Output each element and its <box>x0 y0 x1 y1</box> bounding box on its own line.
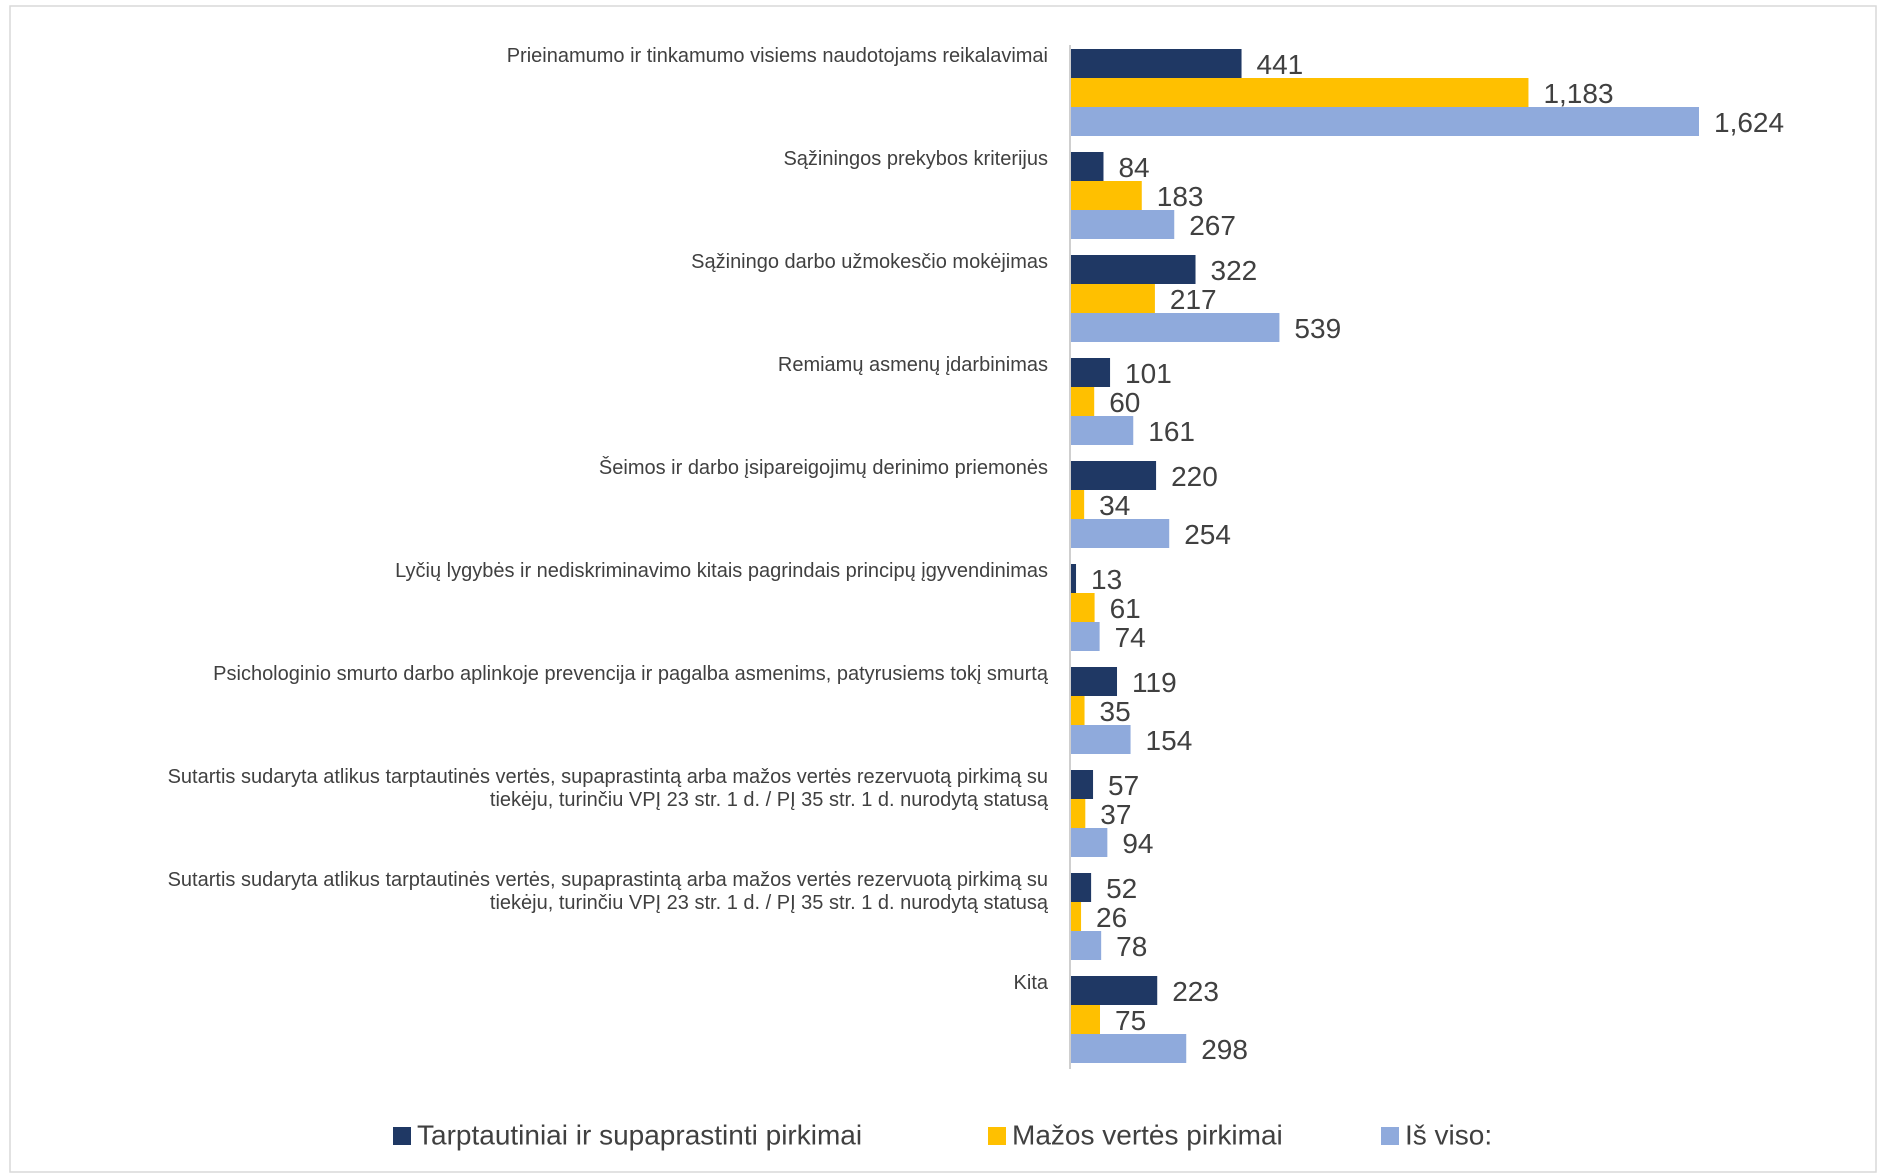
data-label: 52 <box>1106 873 1137 904</box>
bar <box>1071 181 1142 210</box>
data-label: 13 <box>1091 564 1122 595</box>
chart-border <box>9 5 1877 1173</box>
data-label: 34 <box>1099 490 1130 521</box>
bar <box>1071 313 1280 342</box>
bar <box>1071 284 1155 313</box>
bar <box>1071 107 1699 136</box>
category-label: Lyčių lygybės ir nediskriminavimo kitais… <box>395 560 1048 582</box>
bar <box>1071 49 1242 78</box>
bar <box>1071 519 1170 548</box>
bar <box>1071 976 1158 1005</box>
bar <box>1071 1005 1101 1034</box>
data-label: 298 <box>1201 1034 1248 1065</box>
data-label: 26 <box>1096 902 1127 933</box>
bar <box>1071 593 1095 622</box>
category-label: Psichologinio smurto darbo aplinkoje pre… <box>213 663 1048 685</box>
data-label: 84 <box>1118 152 1149 183</box>
data-label: 217 <box>1170 284 1217 315</box>
category-label: Sąžiningos prekybos kriterijus <box>783 148 1048 170</box>
data-label: 539 <box>1294 313 1341 344</box>
bar <box>1071 873 1092 902</box>
data-label: 441 <box>1257 49 1304 80</box>
category-label: Remiamų asmenų įdarbinimas <box>777 354 1048 376</box>
bar <box>1071 696 1085 725</box>
category-label: Sutartis sudaryta atlikus tarptautinės v… <box>167 766 1048 811</box>
bar <box>1071 255 1196 284</box>
data-label: 74 <box>1115 622 1146 653</box>
data-label: 75 <box>1115 1005 1146 1036</box>
category-label: Šeimos ir darbo įsipareigojimų derinimo … <box>598 457 1048 479</box>
bar <box>1071 416 1134 445</box>
bar <box>1071 1034 1187 1063</box>
data-label: 60 <box>1109 387 1140 418</box>
bar <box>1071 461 1157 490</box>
legend-label: Tarptautiniai ir supaprastinti pirkimai <box>417 1119 862 1150</box>
data-label: 254 <box>1184 519 1231 550</box>
bar <box>1071 490 1085 519</box>
data-label: 220 <box>1171 461 1218 492</box>
data-label: 267 <box>1189 210 1236 241</box>
data-label: 101 <box>1125 358 1172 389</box>
data-label: 94 <box>1122 828 1153 859</box>
data-label: 223 <box>1172 976 1219 1007</box>
legend-label: Mažos vertės pirkimai <box>1012 1119 1283 1150</box>
category-label: Prieinamumo ir tinkamumo visiems naudoto… <box>506 45 1048 67</box>
legend-swatch <box>393 1127 411 1145</box>
bar <box>1071 564 1077 593</box>
data-label: 1,183 <box>1543 78 1613 109</box>
data-label: 1,624 <box>1714 107 1784 138</box>
data-label: 322 <box>1211 255 1258 286</box>
bar <box>1071 152 1104 181</box>
bar <box>1071 622 1100 651</box>
data-label: 183 <box>1157 181 1204 212</box>
category-label: Sutartis sudaryta atlikus tarptautinės v… <box>167 869 1048 914</box>
category-label: Kita <box>1013 972 1048 994</box>
bar <box>1071 828 1108 857</box>
category-label: Sąžiningo darbo užmokesčio mokėjimas <box>691 251 1048 273</box>
data-label: 161 <box>1148 416 1195 447</box>
bar <box>1071 770 1094 799</box>
bar <box>1071 387 1095 416</box>
bar <box>1071 210 1175 239</box>
bar <box>1071 902 1082 931</box>
bar <box>1071 78 1529 107</box>
bar <box>1071 667 1118 696</box>
legend-label: Iš viso: <box>1405 1119 1492 1150</box>
legend-swatch <box>1381 1127 1399 1145</box>
data-label: 35 <box>1100 696 1131 727</box>
data-label: 37 <box>1100 799 1131 830</box>
bar <box>1071 931 1102 960</box>
data-label: 57 <box>1108 770 1139 801</box>
data-label: 78 <box>1116 931 1147 962</box>
legend-swatch <box>988 1127 1006 1145</box>
bar <box>1071 358 1111 387</box>
bar <box>1071 725 1131 754</box>
data-label: 61 <box>1110 593 1141 624</box>
data-label: 119 <box>1132 667 1177 698</box>
data-label: 154 <box>1146 725 1193 756</box>
bar <box>1071 799 1086 828</box>
